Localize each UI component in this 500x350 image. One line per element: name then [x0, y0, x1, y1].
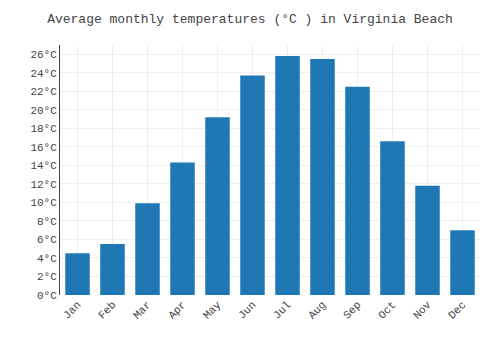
svg-text:12°C: 12°C [30, 179, 57, 191]
svg-text:Nov: Nov [411, 299, 434, 322]
svg-text:Dec: Dec [446, 299, 468, 321]
svg-text:22°C: 22°C [30, 86, 57, 98]
svg-text:8°C: 8°C [37, 216, 57, 228]
svg-text:Feb: Feb [96, 299, 118, 321]
svg-text:26°C: 26°C [30, 49, 57, 61]
svg-text:Average monthly temperatures (: Average monthly temperatures (°C ) in Vi… [47, 12, 453, 27]
svg-text:Jun: Jun [236, 299, 258, 321]
svg-text:Sep: Sep [341, 299, 363, 321]
svg-text:May: May [201, 299, 224, 322]
svg-text:0°C: 0°C [37, 290, 57, 302]
svg-text:Mar: Mar [131, 299, 153, 321]
svg-text:18°C: 18°C [30, 123, 57, 135]
svg-text:Jan: Jan [61, 299, 83, 321]
svg-text:10°C: 10°C [30, 197, 57, 209]
svg-text:Jul: Jul [271, 299, 293, 321]
svg-text:2°C: 2°C [37, 271, 57, 283]
svg-text:4°C: 4°C [37, 253, 57, 265]
svg-text:24°C: 24°C [30, 68, 57, 80]
svg-text:14°C: 14°C [30, 160, 57, 172]
svg-text:20°C: 20°C [30, 105, 57, 117]
svg-text:Aug: Aug [306, 299, 328, 321]
svg-text:16°C: 16°C [30, 142, 57, 154]
svg-text:Apr: Apr [166, 299, 188, 321]
svg-text:6°C: 6°C [37, 234, 57, 246]
svg-text:Oct: Oct [376, 299, 398, 321]
